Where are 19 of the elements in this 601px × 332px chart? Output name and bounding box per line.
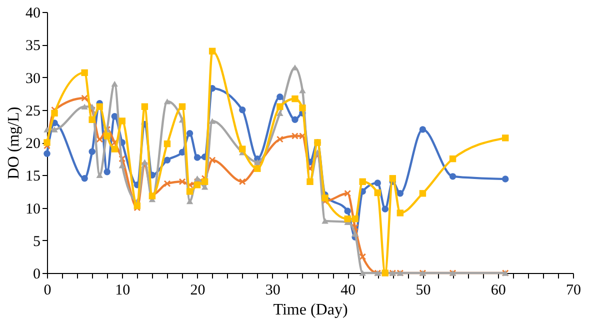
x-tick-label: 70 bbox=[566, 282, 581, 298]
y-tick-label: 0 bbox=[33, 266, 40, 282]
y-axis-title: DO (mg/L) bbox=[6, 106, 22, 180]
y-tick-label: 15 bbox=[26, 168, 40, 185]
x-tick-label: 0 bbox=[44, 282, 52, 298]
x-tick-label: 30 bbox=[265, 282, 280, 298]
y-tick-label: 35 bbox=[26, 38, 40, 54]
x-tick-label: 60 bbox=[490, 282, 506, 298]
x-axis-title: Time (Day) bbox=[273, 302, 348, 318]
x-tick-label: 10 bbox=[115, 282, 130, 298]
y-tick-label: 10 bbox=[26, 201, 40, 218]
x-tick-label: 50 bbox=[416, 282, 431, 298]
y-tick-label: 5 bbox=[33, 234, 40, 250]
y-tick-label: 30 bbox=[26, 70, 40, 87]
y-tick-label: 20 bbox=[26, 136, 40, 152]
y-tick-label: 25 bbox=[26, 103, 40, 120]
x-tick-label: 20 bbox=[190, 282, 206, 298]
y-tick-label: 40 bbox=[26, 6, 40, 22]
x-tick-label: 40 bbox=[340, 282, 356, 298]
